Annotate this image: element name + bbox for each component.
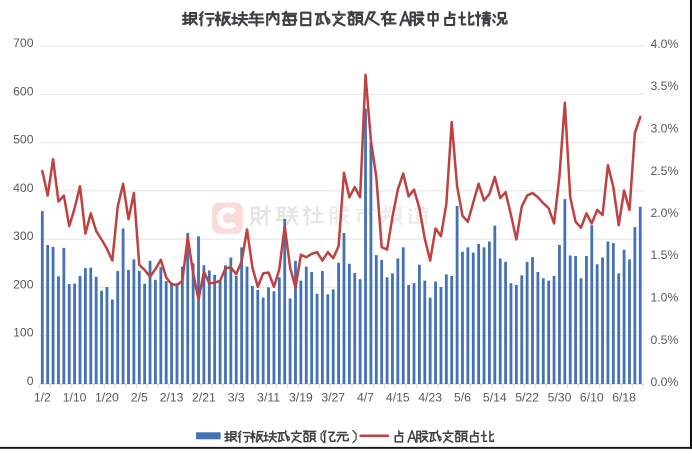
svg-text:600: 600: [13, 84, 34, 98]
svg-text:4/15: 4/15: [386, 391, 410, 405]
svg-text:5/22: 5/22: [515, 391, 539, 405]
svg-text:3/27: 3/27: [321, 391, 345, 405]
svg-text:1/10: 1/10: [63, 391, 87, 405]
svg-text:100: 100: [13, 326, 34, 340]
svg-text:300: 300: [13, 229, 34, 243]
svg-text:2.5%: 2.5%: [651, 164, 679, 178]
svg-text:5/14: 5/14: [483, 391, 507, 405]
svg-text:6/18: 6/18: [612, 391, 636, 405]
svg-text:4/23: 4/23: [418, 391, 442, 405]
svg-text:200: 200: [13, 277, 34, 291]
svg-text:0: 0: [27, 374, 34, 388]
svg-text:700: 700: [13, 36, 34, 50]
svg-text:500: 500: [13, 133, 34, 147]
svg-text:2.0%: 2.0%: [651, 206, 679, 220]
svg-text:1/2: 1/2: [34, 391, 51, 405]
svg-text:2/13: 2/13: [160, 391, 184, 405]
svg-text:4/7: 4/7: [357, 391, 374, 405]
svg-text:3.5%: 3.5%: [651, 79, 679, 93]
svg-text:6/10: 6/10: [580, 391, 604, 405]
svg-text:3/19: 3/19: [289, 391, 313, 405]
svg-text:1.5%: 1.5%: [651, 248, 679, 262]
svg-text:1/20: 1/20: [95, 391, 119, 405]
svg-text:3.0%: 3.0%: [651, 122, 679, 136]
svg-text:1.0%: 1.0%: [651, 291, 679, 305]
svg-text:4.0%: 4.0%: [651, 37, 679, 51]
svg-text:3/3: 3/3: [228, 391, 245, 405]
svg-text:0.5%: 0.5%: [651, 333, 679, 347]
svg-text:0.0%: 0.0%: [651, 375, 679, 389]
svg-text:5/6: 5/6: [454, 391, 471, 405]
svg-text:2/5: 2/5: [131, 391, 148, 405]
svg-text:5/30: 5/30: [548, 391, 572, 405]
svg-text:2/21: 2/21: [192, 391, 216, 405]
svg-text:3/11: 3/11: [257, 391, 280, 405]
svg-text:400: 400: [13, 181, 34, 195]
